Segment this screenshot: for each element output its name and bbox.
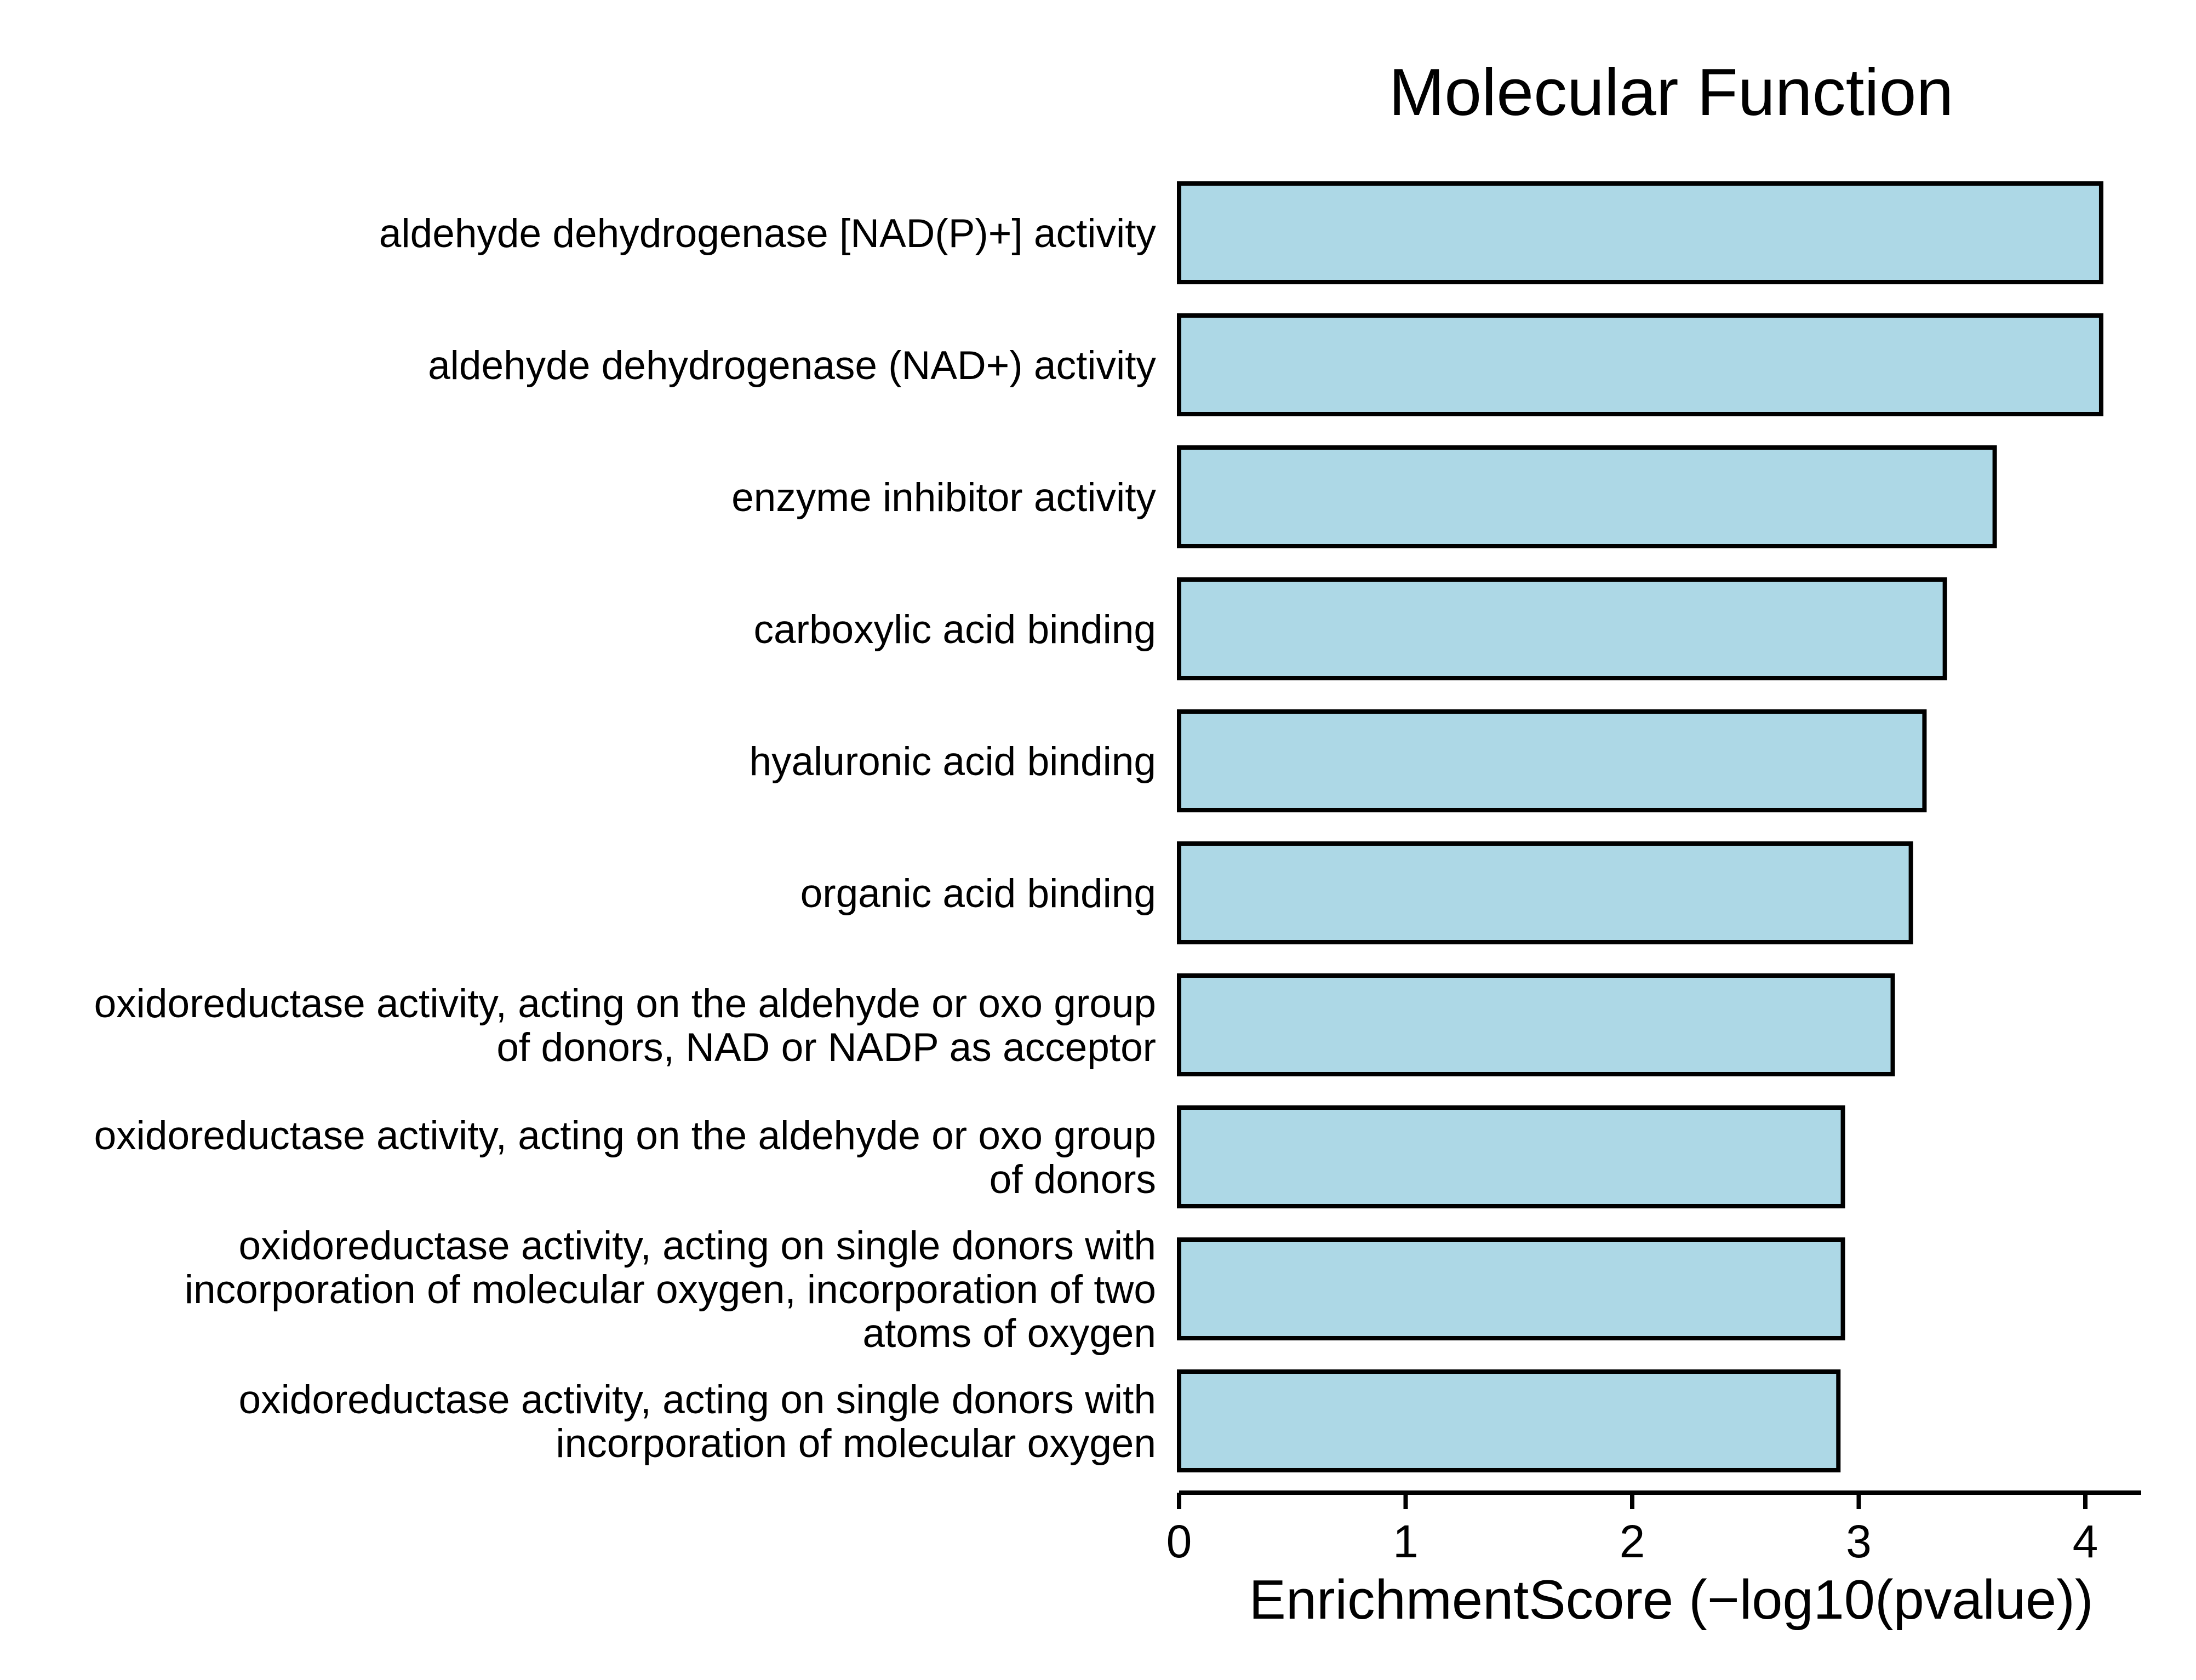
x-axis: 0 1 2 3 4 (1166, 1490, 2141, 1567)
category-label-1: aldehyde dehydrogenase [NAD(P)+] activit… (379, 211, 1157, 256)
x-tick-label-4: 4 (2073, 1516, 2098, 1567)
bar-6 (1177, 841, 1913, 944)
chart-title: Molecular Function (1389, 55, 1954, 129)
category-label-8: oxidoreductase activity, acting on the a… (94, 1114, 1156, 1202)
bar-7 (1177, 973, 1895, 1076)
x-tick-label-0: 0 (1166, 1516, 1192, 1567)
x-tick-label-2: 2 (1620, 1516, 1645, 1567)
x-tick-label-1: 1 (1393, 1516, 1419, 1567)
category-label-4: carboxylic acid binding (754, 607, 1156, 652)
bar-3 (1177, 445, 1997, 548)
category-label-7: oxidoreductase activity, acting on the a… (94, 982, 1156, 1070)
category-label-2: aldehyde dehydrogenase (NAD+) activity (428, 343, 1156, 388)
category-labels: aldehyde dehydrogenase [NAD(P)+] activit… (94, 211, 1157, 1466)
x-axis-title: EnrichmentScore (−log10(pvalue)) (1249, 1569, 2094, 1631)
category-label-3: enzyme inhibitor activity (731, 475, 1156, 520)
bar-8 (1177, 1105, 1845, 1208)
bar-9 (1177, 1237, 1845, 1340)
x-tick-label-3: 3 (1846, 1516, 1872, 1567)
bar-2 (1177, 313, 2103, 416)
category-label-9: oxidoreductase activity, acting on singl… (185, 1224, 1156, 1356)
bar-1 (1177, 181, 2103, 284)
bar-10 (1177, 1369, 1841, 1472)
bar-5 (1177, 709, 1927, 812)
category-label-5: hyaluronic acid binding (749, 739, 1156, 784)
bars-layer (1177, 181, 2103, 1472)
category-label-6: organic acid binding (800, 871, 1156, 916)
bar-4 (1177, 577, 1947, 680)
category-label-10: oxidoreductase activity, acting on singl… (238, 1378, 1156, 1466)
